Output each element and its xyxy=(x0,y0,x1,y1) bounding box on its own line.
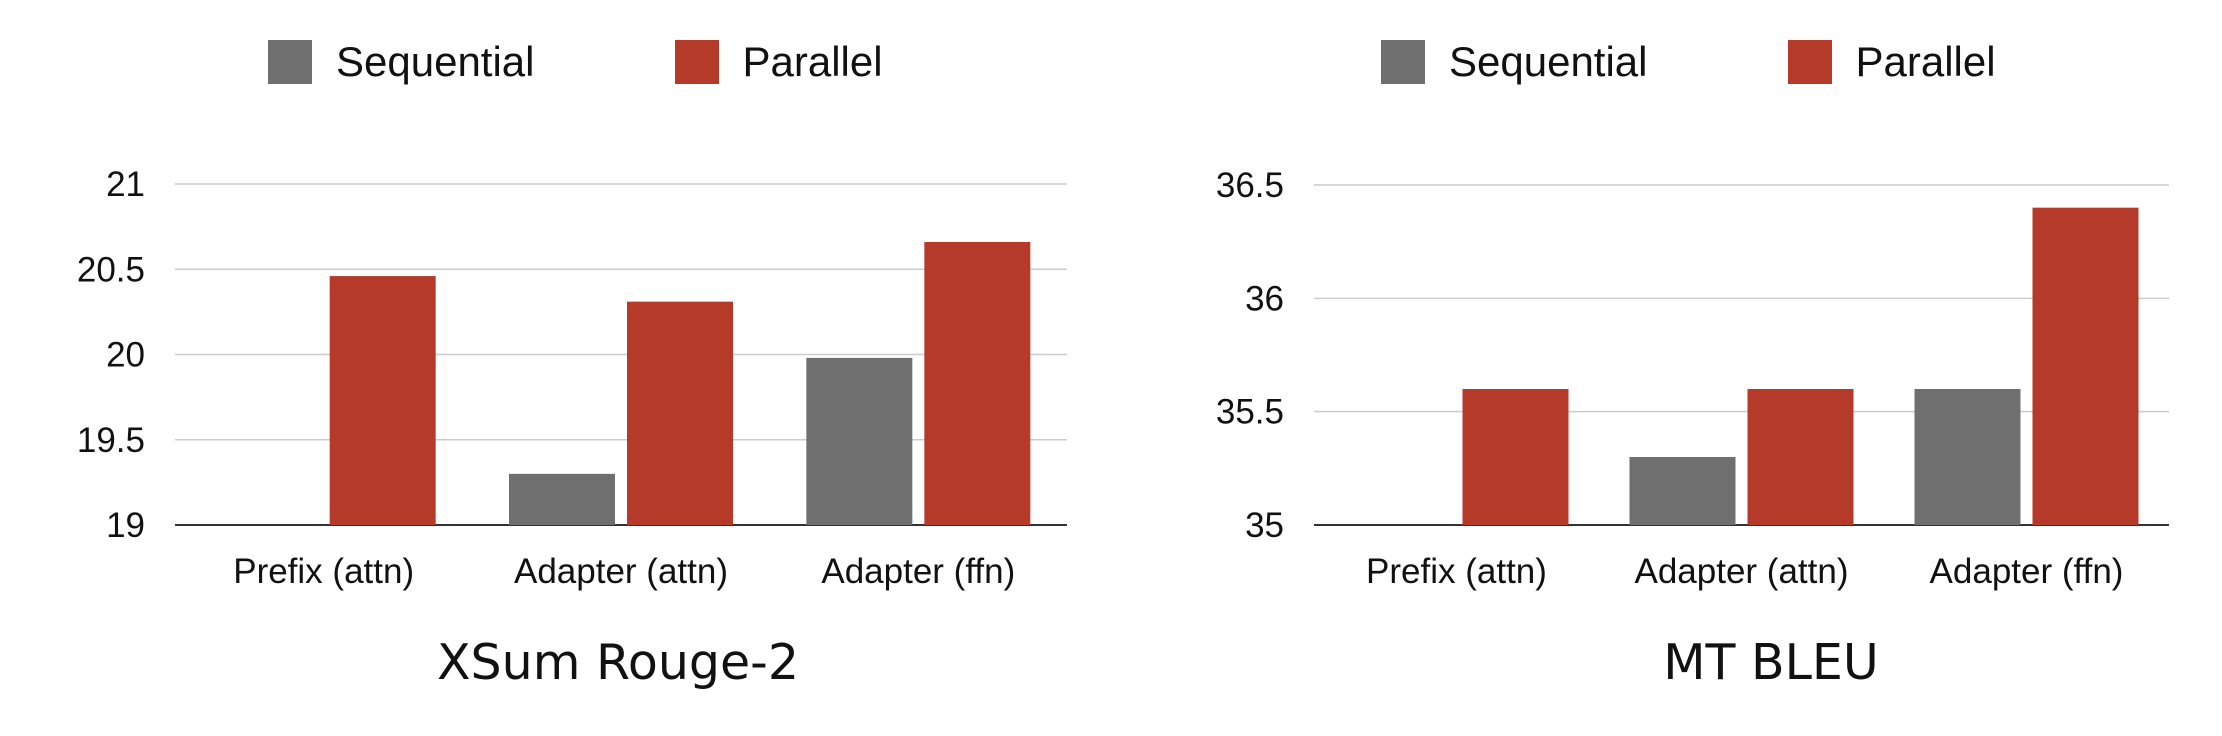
bar-sequential-adapter-ffn xyxy=(806,357,913,525)
x-category-label: Adapter (ffn) xyxy=(821,552,1015,591)
legend-label-sequential: Sequential xyxy=(336,38,535,85)
x-category-label: Adapter (ffn) xyxy=(1930,552,2124,591)
legend-label-sequential: Sequential xyxy=(1449,38,1648,85)
bar-parallel-prefix-attn xyxy=(329,276,436,525)
y-tick-label: 20 xyxy=(106,336,145,375)
bar-sequential-adapter-attn xyxy=(1629,457,1736,525)
y-tick-label: 35.5 xyxy=(1216,393,1284,432)
bar-sequential-adapter-attn xyxy=(509,473,615,525)
y-tick-label: 36 xyxy=(1245,279,1284,318)
legend-item-sequential: Sequential xyxy=(1381,38,1648,86)
x-category-label: Prefix (attn) xyxy=(1366,552,1547,591)
bar-parallel-adapter-attn xyxy=(627,301,733,525)
legend-swatch-parallel xyxy=(674,40,719,84)
legend-swatch-sequential xyxy=(1381,40,1425,84)
legend-item-parallel: Parallel xyxy=(674,38,883,86)
legend-swatch-parallel xyxy=(1787,40,1832,84)
legend: Sequential Parallel xyxy=(1381,38,1996,86)
y-tick-label: 19 xyxy=(106,506,145,545)
bar-parallel-adapter-ffn xyxy=(2032,207,2139,525)
y-tick-label: 36.5 xyxy=(1216,166,1284,205)
chart-panel-mt: Sequential Parallel 35 35.5 36 36.5 Prefix (… xyxy=(1111,0,2222,736)
y-tick-label: 21 xyxy=(106,165,145,204)
bar-parallel-prefix-attn xyxy=(1462,389,1569,525)
y-tick-label: 35 xyxy=(1245,506,1284,545)
chart-mt-bleu: 35 35.5 36 36.5 Prefix (attn) Adapter (attn) A… xyxy=(1216,166,2169,591)
legend-label-parallel: Parallel xyxy=(1855,38,1996,85)
chart-panel-xsum: Sequential Parallel 19 19.5 20 20.5 21 Prefix… xyxy=(77,38,1067,691)
y-tick-label: 20.5 xyxy=(77,250,145,289)
chart-xsum-rouge2: 19 19.5 20 20.5 21 Prefix (attn) Adapter (attn… xyxy=(77,165,1067,591)
legend: Sequential Parallel xyxy=(268,38,883,86)
x-category-label: Prefix (attn) xyxy=(233,552,414,591)
legend-swatch-sequential xyxy=(268,40,312,84)
chart-title: MT BLEU xyxy=(1663,634,1879,691)
bar-parallel-adapter-attn xyxy=(1747,389,1854,525)
legend-item-parallel: Parallel xyxy=(1787,38,1996,86)
x-category-label: Adapter (attn) xyxy=(514,552,728,591)
legend-item-sequential: Sequential xyxy=(268,38,535,86)
chart-title: XSum Rouge-2 xyxy=(436,634,800,691)
bar-sequential-adapter-ffn xyxy=(1914,389,2021,525)
bar-parallel-adapter-ffn xyxy=(924,241,1031,525)
y-tick-label: 19.5 xyxy=(77,421,145,460)
legend-label-parallel: Parallel xyxy=(742,38,883,85)
x-category-label: Adapter (attn) xyxy=(1635,552,1849,591)
